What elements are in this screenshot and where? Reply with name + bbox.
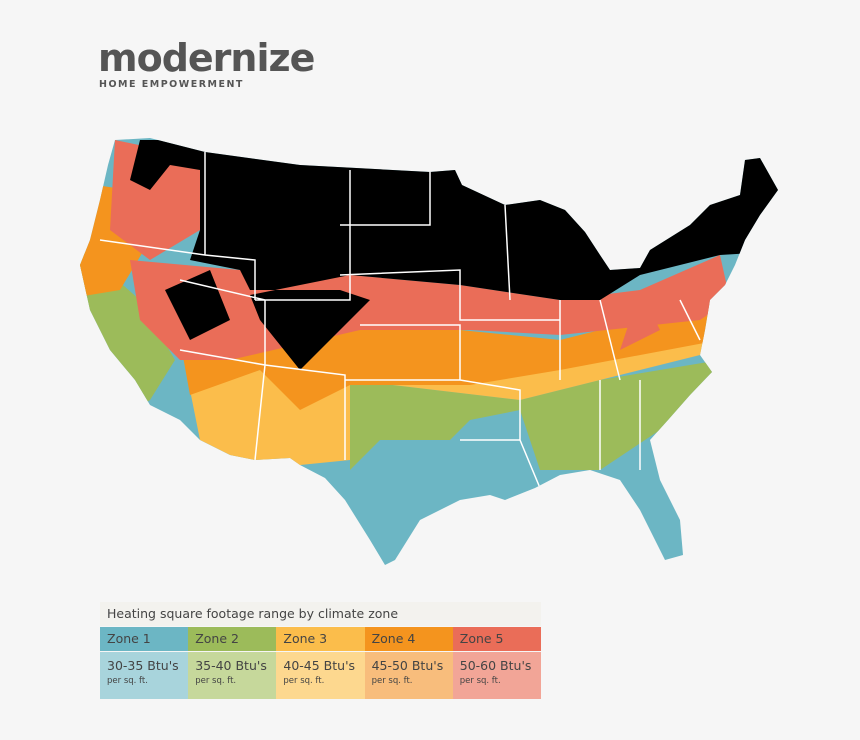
zone-name: Zone 1 [100,627,189,651]
zones [80,138,778,565]
zone-area [190,330,720,470]
zone-name: Zone 3 [276,627,365,651]
tagline: HOME EMPOWERMENT [99,79,244,90]
border-lines [99,152,701,489]
zone-name: Zone 5 [452,627,541,651]
zone-cell: 35-40 Btu's per sq. ft. [188,652,277,699]
legend: Heating square footage range by climate … [100,602,541,699]
zone-unit: per sq. ft. [459,676,501,686]
zone-cell: 30-35 Btu's per sq. ft. [100,652,189,699]
state-borders [99,152,701,489]
zone-cell: 50-60 Btu's per sq. ft. [452,652,541,699]
legend-header-row: Zone 1 Zone 2 Zone 3 Zone 4 Zone 5 [100,626,541,651]
zone-range: 40-45 Btu's [283,658,356,673]
zone-range: 45-50 Btu's [371,658,444,673]
zone-cell: 40-45 Btu's per sq. ft. [276,652,365,699]
zone-range: 50-60 Btu's [459,658,532,673]
zone-range: 35-40 Btu's [195,658,267,673]
zone-name: Zone 4 [364,627,453,651]
zone-unit: per sq. ft. [371,676,413,686]
us-map [80,138,778,565]
zone-unit: per sq. ft. [283,676,325,686]
zone-cell: 45-50 Btu's per sq. ft. [364,652,453,699]
logo: modernize [98,36,315,80]
zone-unit: per sq. ft. [107,676,148,686]
zone-range: 30-35 Btu's [107,658,179,673]
zone-unit: per sq. ft. [195,676,237,686]
zone-area [80,230,720,470]
zone-name: Zone 2 [188,627,277,651]
legend-title: Heating square footage range by climate … [100,602,541,626]
legend-body-row: 30-35 Btu's per sq. ft. 35-40 Btu's per sq.… [100,651,541,699]
